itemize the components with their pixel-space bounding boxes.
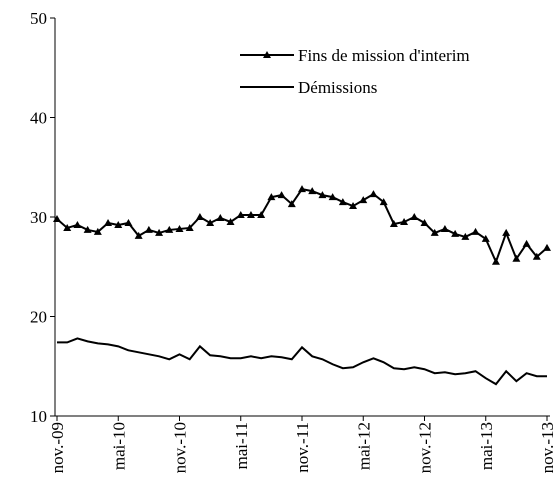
point-marker <box>83 225 92 233</box>
point-marker <box>512 254 521 262</box>
point-marker <box>277 191 286 199</box>
x-tick-label: nov.-11 <box>293 422 312 473</box>
x-tick-label: mai-13 <box>477 422 496 470</box>
point-marker <box>53 214 61 222</box>
point-marker <box>532 252 541 260</box>
point-marker <box>543 243 551 251</box>
point-marker <box>216 213 225 221</box>
point-marker <box>267 193 276 201</box>
y-tick-label: 10 <box>30 407 47 426</box>
point-marker <box>298 185 306 193</box>
point-marker <box>185 223 194 231</box>
point-marker <box>144 225 153 233</box>
point-marker <box>522 239 531 247</box>
legend-box <box>232 18 548 88</box>
point-marker <box>389 219 398 227</box>
y-tick-label: 50 <box>30 9 47 28</box>
legend-marker <box>263 51 271 58</box>
point-marker <box>114 220 123 228</box>
point-marker <box>440 224 449 232</box>
point-marker <box>206 218 215 226</box>
legend-label: Démissions <box>298 78 377 97</box>
x-tick-label: mai-12 <box>354 422 373 470</box>
point-marker <box>379 198 388 206</box>
x-tick-label: nov.-10 <box>171 422 190 473</box>
y-tick-label: 30 <box>30 208 47 227</box>
point-marker <box>175 224 184 232</box>
point-marker <box>461 232 470 240</box>
y-tick-label: 40 <box>30 109 47 128</box>
point-marker <box>420 218 429 226</box>
point-marker <box>63 223 72 231</box>
series-line <box>57 337 547 386</box>
point-marker <box>165 225 174 233</box>
point-marker <box>93 227 102 235</box>
point-marker <box>359 196 368 204</box>
legend-label: Fins de mission d'interim <box>298 46 470 65</box>
point-marker <box>451 229 460 237</box>
point-marker <box>257 211 266 219</box>
point-marker <box>308 187 317 195</box>
point-marker <box>349 202 358 210</box>
point-marker <box>338 198 347 206</box>
point-marker <box>328 193 337 201</box>
point-marker <box>124 218 133 226</box>
x-tick-label: nov.-13 <box>538 422 557 473</box>
point-marker <box>104 218 113 226</box>
x-tick-label: nov.-12 <box>416 422 435 473</box>
point-marker <box>287 200 296 208</box>
point-marker <box>155 228 164 236</box>
point-marker <box>134 231 143 239</box>
x-tick-label: nov.-09 <box>48 422 67 473</box>
point-marker <box>430 228 439 236</box>
x-tick-label: mai-10 <box>109 422 128 470</box>
point-marker <box>481 234 490 242</box>
point-marker <box>491 257 500 265</box>
y-tick-label: 20 <box>30 308 47 327</box>
point-marker <box>410 213 419 220</box>
point-marker <box>246 211 255 219</box>
point-marker <box>400 217 409 225</box>
point-marker <box>73 220 82 228</box>
point-marker <box>195 213 204 220</box>
point-marker <box>236 211 245 219</box>
point-marker <box>369 190 378 198</box>
point-marker <box>226 217 235 225</box>
point-marker <box>471 227 480 235</box>
point-marker <box>318 191 327 199</box>
point-marker <box>502 228 511 236</box>
x-tick-label: mai-11 <box>232 422 251 470</box>
